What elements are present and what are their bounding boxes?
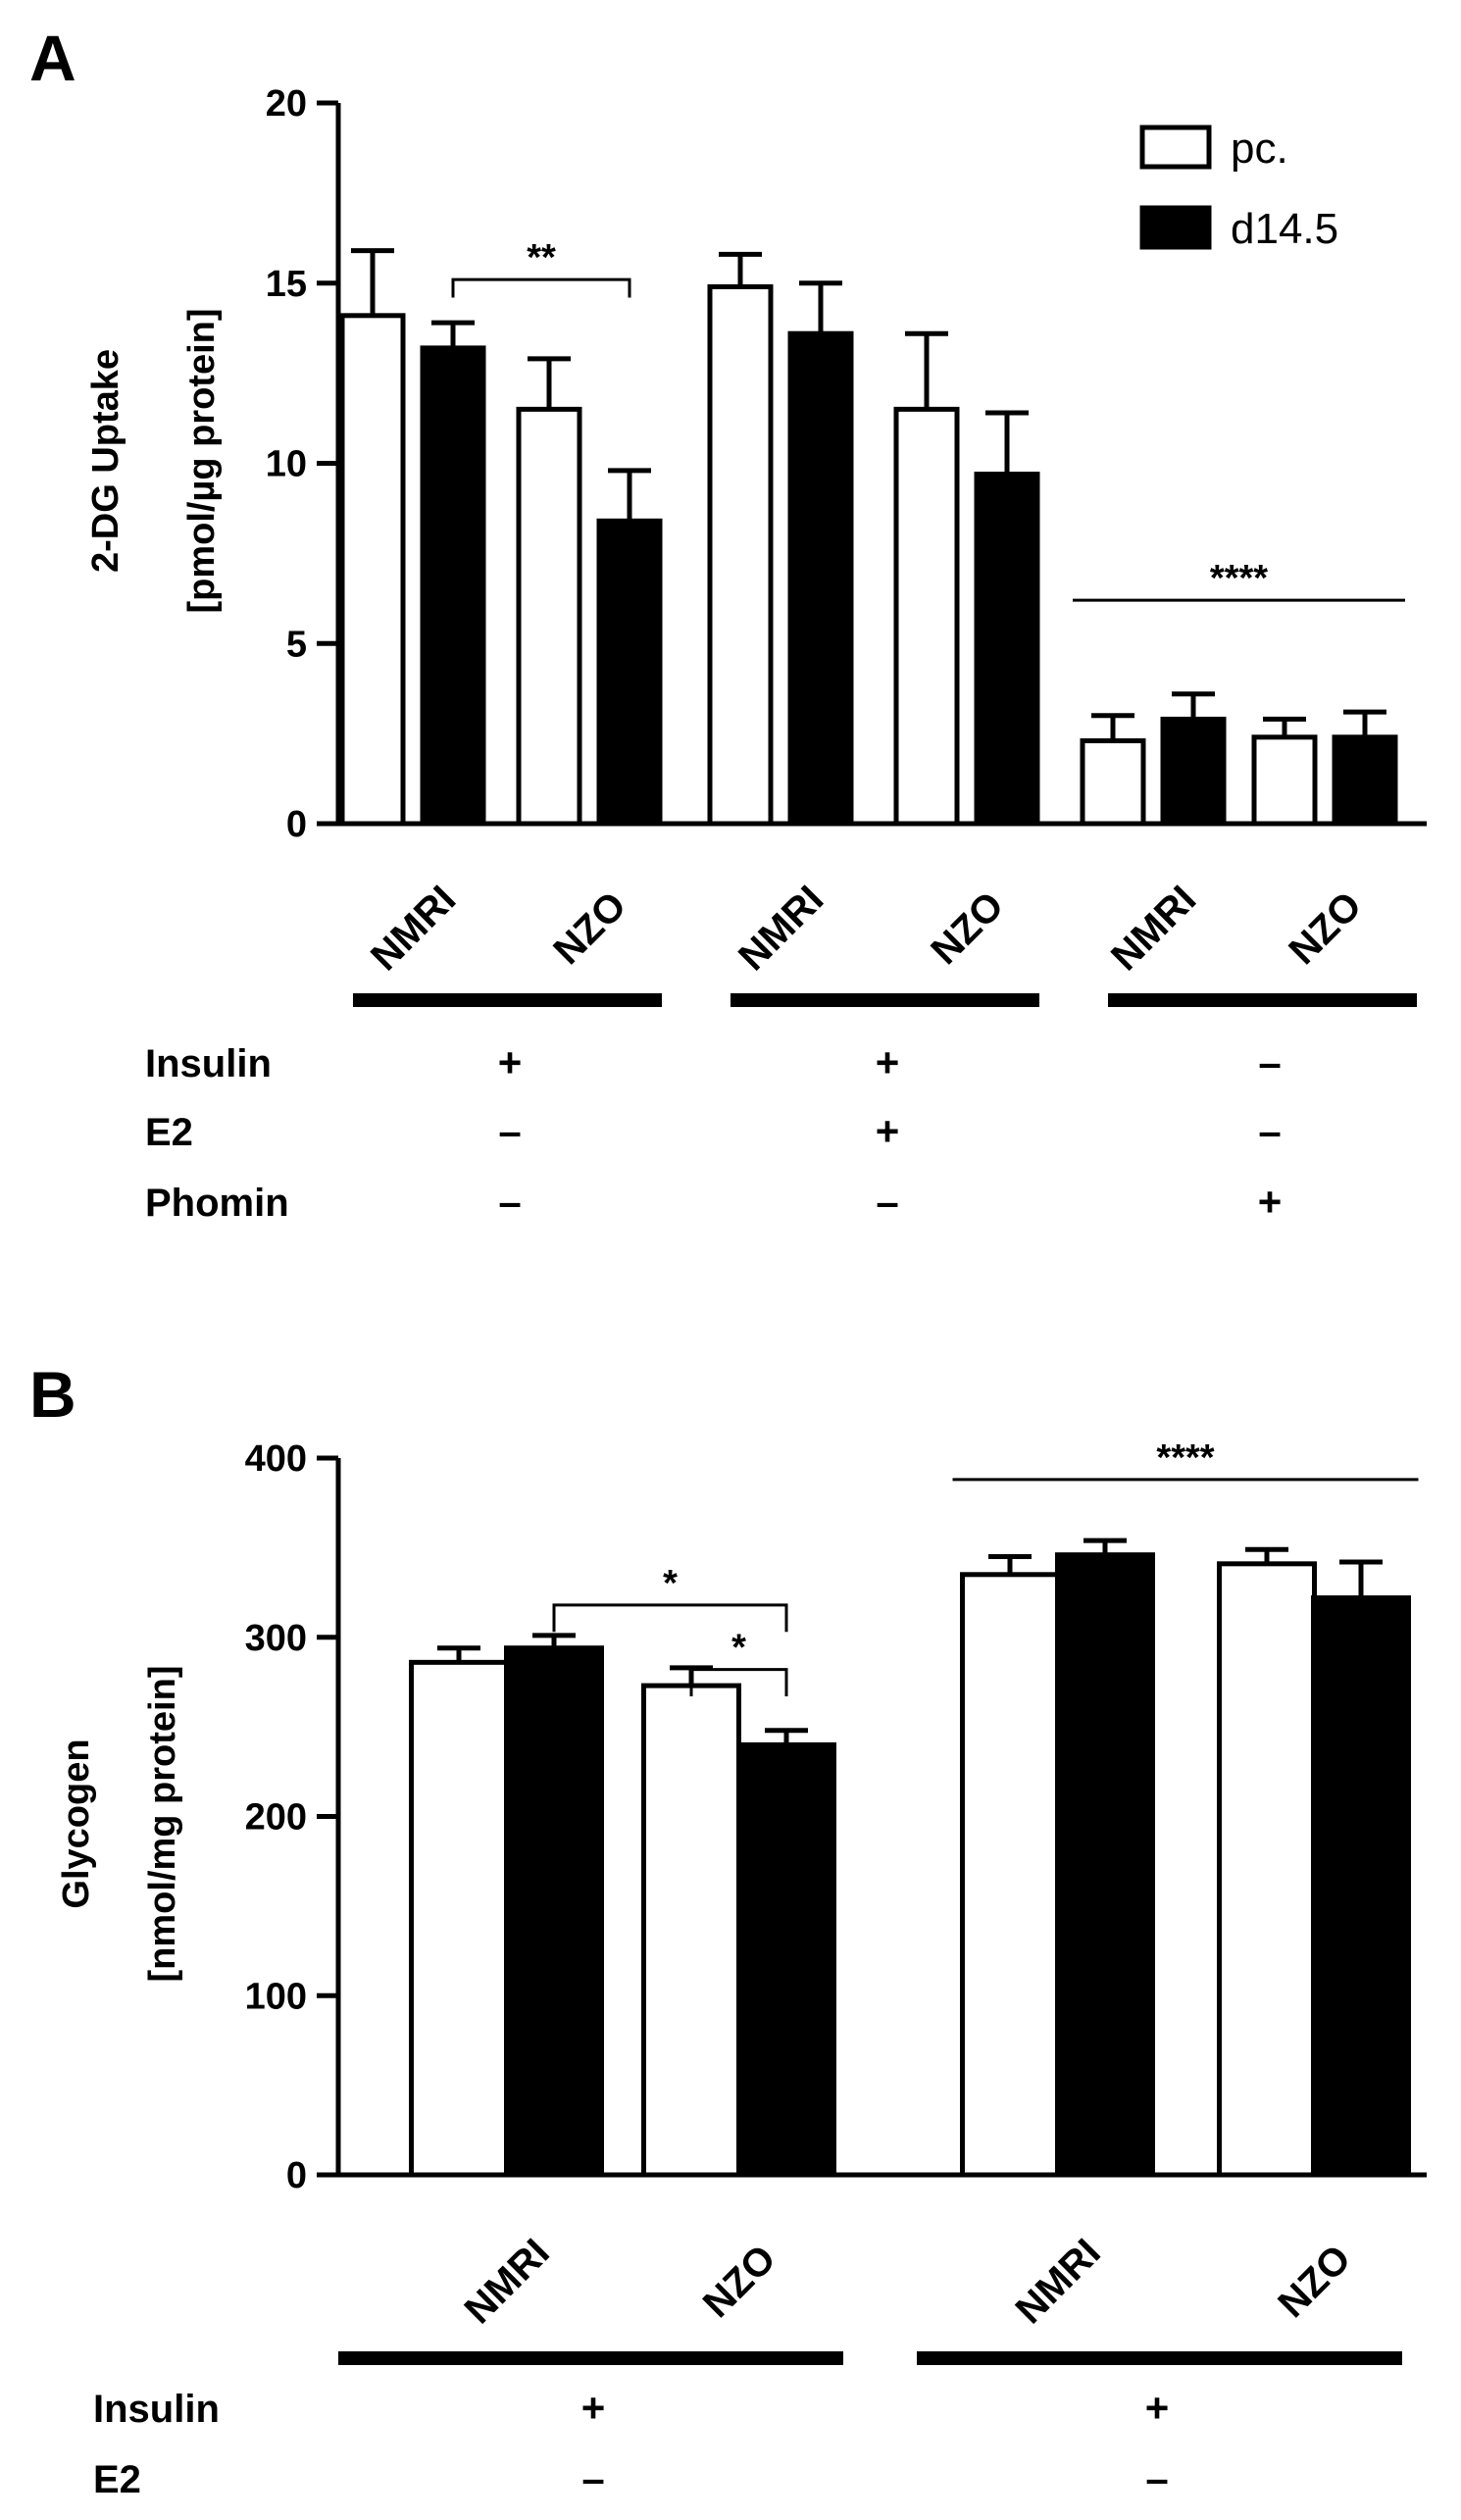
condition-label: Phomin — [145, 1182, 289, 1225]
bar — [1332, 734, 1398, 827]
category-label: NMRI — [457, 2231, 558, 2332]
legend-label: d14.5 — [1231, 205, 1338, 253]
condition-label: E2 — [93, 2458, 141, 2501]
group-bar — [730, 993, 1039, 1007]
significance-label: * — [663, 1563, 678, 1604]
bar — [1160, 716, 1227, 827]
condition-sign: – — [498, 1108, 521, 1154]
y-axis-title: [pmol/µg protein] — [181, 308, 223, 613]
bar — [974, 472, 1040, 827]
legend-swatch — [1139, 125, 1212, 170]
legend-label: pc. — [1231, 125, 1288, 173]
panel-b: B 0 100 200 300 400 Glycogen [nmol/mg protein] N… — [29, 1358, 1427, 2501]
legend-swatch — [1139, 205, 1212, 250]
y-tick-label: 20 — [266, 83, 307, 125]
condition-sign: + — [1258, 1179, 1283, 1225]
condition-sign: + — [1145, 2385, 1170, 2431]
significance-label: * — [731, 1628, 746, 1669]
y-tick-label: 300 — [245, 1618, 307, 1659]
category-label: NZO — [923, 883, 1012, 973]
y-tick-label: 200 — [245, 1797, 307, 1839]
bar — [1055, 1552, 1155, 2178]
category-label: NMRI — [363, 878, 464, 979]
bar — [516, 406, 582, 827]
condition-sign: – — [581, 2455, 604, 2501]
y-tick-label: 400 — [245, 1438, 307, 1480]
bar — [960, 1572, 1060, 2178]
bar — [641, 1683, 741, 2178]
bar — [596, 518, 663, 827]
category-label: NMRI — [730, 878, 831, 979]
condition-label: Insulin — [93, 2388, 220, 2431]
condition-sign: + — [876, 1108, 900, 1154]
panel-letter: A — [29, 22, 76, 94]
panel-letter: B — [29, 1358, 76, 1431]
bar — [1251, 734, 1318, 827]
significance-label: ** — [527, 237, 556, 278]
significance-label: **** — [1156, 1437, 1214, 1479]
condition-sign: + — [876, 1039, 900, 1085]
condition-sign: + — [581, 2385, 606, 2431]
group-bar — [917, 2351, 1402, 2365]
condition-label: Insulin — [145, 1042, 272, 1085]
group-bar — [338, 2351, 843, 2365]
bar — [736, 1741, 836, 2178]
bar — [1217, 1561, 1317, 2178]
panel-a: A 0 5 10 15 20 2-DG Uptake [pmol/µg protein] NMR… — [29, 22, 1427, 1225]
y-tick-label: 5 — [286, 624, 307, 665]
y-tick-label: 10 — [266, 444, 307, 485]
condition-sign: + — [498, 1039, 523, 1085]
category-label: NZO — [695, 2237, 784, 2326]
condition-sign: – — [876, 1179, 898, 1225]
significance-bracket — [451, 277, 631, 298]
bar — [504, 1645, 604, 2178]
category-label: NMRI — [1008, 2231, 1109, 2332]
bar — [707, 283, 774, 827]
condition-sign: – — [1258, 1039, 1281, 1085]
condition-sign: – — [1145, 2455, 1168, 2501]
category-label: NZO — [1270, 2237, 1359, 2326]
category-label: NZO — [1281, 883, 1370, 973]
y-axis-title: [nmol/mg protein] — [142, 1666, 183, 1983]
bar — [420, 345, 486, 827]
bar — [409, 1659, 509, 2178]
significance-bracket — [689, 1668, 788, 1697]
category-label: NMRI — [1103, 878, 1204, 979]
bar — [893, 406, 960, 827]
bar — [1080, 737, 1146, 827]
condition-sign: – — [498, 1179, 521, 1225]
y-tick-label: 0 — [286, 2155, 307, 2196]
group-bar — [353, 993, 662, 1007]
significance-bracket — [552, 1603, 788, 1633]
significance-label: **** — [1210, 558, 1268, 599]
y-tick-label: 15 — [266, 264, 307, 305]
y-tick-label: 0 — [286, 804, 307, 845]
y-tick-label: 100 — [245, 1976, 307, 2017]
group-bar — [1108, 993, 1417, 1007]
bar — [1311, 1595, 1411, 2178]
bar — [787, 330, 854, 827]
y-axis-title: 2-DG Uptake — [85, 349, 126, 573]
bar — [339, 313, 406, 827]
category-label: NZO — [545, 883, 634, 973]
condition-sign: – — [1258, 1108, 1281, 1154]
y-axis-title: Glycogen — [56, 1739, 97, 1908]
condition-label: E2 — [145, 1111, 193, 1154]
